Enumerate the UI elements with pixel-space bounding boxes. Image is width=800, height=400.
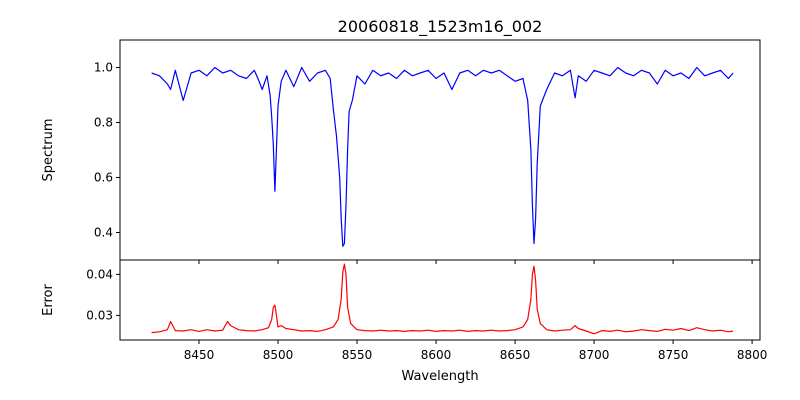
spectrum-ylabel: Spectrum bbox=[41, 119, 56, 182]
spectrum-yticks: 0.4 0.6 0.8 1.0 bbox=[94, 61, 120, 240]
error-panel: Error 0.030.04 8450 8500 8550 8600 8650 8700 8… bbox=[41, 259, 768, 362]
xtick-label: 8650 bbox=[500, 348, 531, 362]
xtick-label: 8500 bbox=[263, 348, 294, 362]
error-yticks: 0.03 0.04 bbox=[86, 267, 120, 322]
spectrum-ytick-label: 0.4 bbox=[94, 226, 113, 240]
xtick-label: 8550 bbox=[342, 348, 373, 362]
error-xticks: 8450 8500 8550 8600 8650 8700 8750 8800 bbox=[184, 340, 768, 362]
xtick-label: 8700 bbox=[579, 348, 610, 362]
spectrum-ytick-label: 0.8 bbox=[94, 116, 113, 130]
x-axis-label: Wavelength bbox=[401, 369, 478, 384]
error-series-line bbox=[151, 263, 734, 335]
error-axes-frame bbox=[119, 259, 761, 341]
error-ylabel: Error bbox=[41, 284, 56, 316]
xtick-label: 8450 bbox=[184, 348, 215, 362]
xtick-label: 8600 bbox=[421, 348, 452, 362]
chart-title: 20060818_1523m16_002 bbox=[338, 17, 543, 37]
spectrum-series-line bbox=[151, 66, 734, 247]
error-ytick-label: 0.04 bbox=[86, 267, 113, 281]
xtick-label: 8750 bbox=[658, 348, 689, 362]
xtick-label: 8800 bbox=[737, 348, 768, 362]
spectrum-ytick-label: 0.6 bbox=[94, 171, 113, 185]
error-ytick-label: 0.03 bbox=[86, 308, 113, 322]
spectrum-ytick-label: 1.0 bbox=[94, 61, 113, 75]
spectrum-panel: Spectrum 0.4 0.6 0.8 1.0 bbox=[41, 39, 761, 264]
spectrum-xticks bbox=[198, 260, 753, 264]
